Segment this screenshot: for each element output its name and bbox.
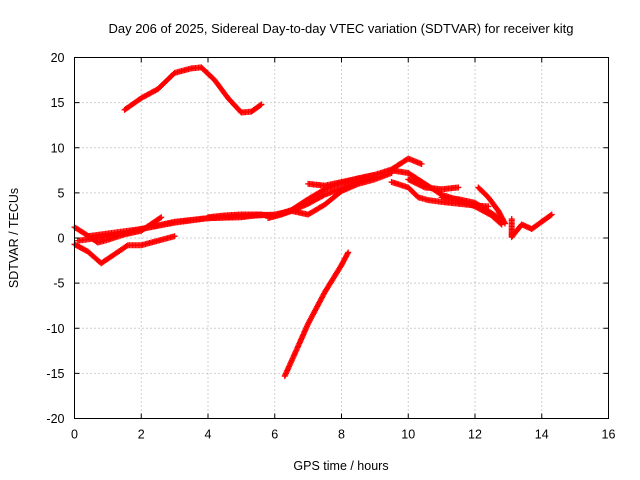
- data-point: [157, 215, 164, 222]
- y-tick-label: -5: [53, 277, 64, 291]
- series-arc-2: [281, 249, 352, 380]
- series-arc-13: [438, 194, 505, 224]
- y-tick-label: 5: [58, 186, 65, 200]
- y-tick-label: 10: [51, 141, 65, 155]
- data-point: [345, 249, 352, 256]
- y-tick-label: -20: [46, 412, 64, 426]
- y-tick-label: 0: [58, 232, 65, 246]
- data-point: [171, 233, 178, 240]
- data-point: [123, 243, 130, 250]
- x-tick-label: 6: [271, 428, 278, 442]
- data-point: [158, 214, 165, 221]
- x-tick-label: 4: [205, 428, 212, 442]
- y-axis-label: SDTVAR / TECUs: [7, 188, 21, 288]
- y-tick-label: 15: [51, 96, 65, 110]
- x-tick-label: 16: [602, 428, 616, 442]
- series-arc-12: [405, 176, 462, 193]
- x-tick-label: 12: [468, 428, 482, 442]
- x-axis-label: GPS time / hours: [293, 459, 388, 473]
- data-point: [548, 211, 555, 218]
- data-point: [320, 192, 327, 199]
- data-point: [485, 203, 492, 210]
- x-tick-label: 0: [71, 428, 78, 442]
- data-point: [418, 160, 425, 167]
- series-arc-15: [508, 211, 555, 241]
- data-point: [547, 212, 554, 219]
- series-arc-14: [475, 184, 509, 227]
- data-point: [257, 102, 264, 109]
- data-point: [258, 101, 265, 108]
- series-arc-3: [71, 233, 178, 267]
- x-tick-label: 2: [138, 428, 145, 442]
- data-point: [344, 250, 351, 257]
- y-tick-label: -15: [46, 367, 64, 381]
- series-arc-1: [121, 64, 265, 116]
- chart-title: Day 206 of 2025, Sidereal Day-to-day VTE…: [108, 21, 573, 36]
- series-arc-9: [305, 155, 425, 189]
- y-tick-label: 20: [51, 51, 65, 65]
- data-point: [501, 219, 508, 226]
- x-tick-label: 14: [535, 428, 549, 442]
- x-tick-label: 10: [401, 428, 415, 442]
- data-point: [502, 220, 509, 227]
- data-point: [455, 184, 462, 191]
- grid: [74, 57, 609, 419]
- axis-ticks: 0 2 4 6 8 10 12 14 16 -20 -15 -10 -5 0 5 10 15 20: [46, 51, 615, 442]
- y-tick-label: -10: [46, 322, 64, 336]
- series-arc-11: [388, 179, 492, 210]
- data-points: [71, 64, 555, 380]
- x-tick-label: 8: [338, 428, 345, 442]
